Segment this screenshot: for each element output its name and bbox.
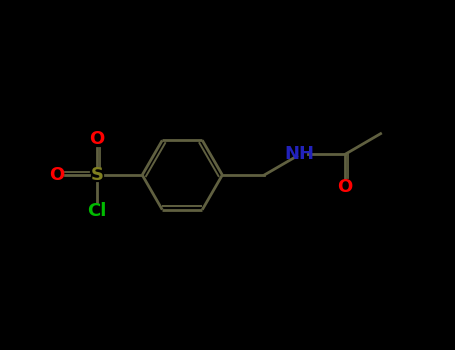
Text: O: O bbox=[89, 131, 105, 148]
Text: NH: NH bbox=[285, 145, 315, 163]
Text: Cl: Cl bbox=[87, 202, 106, 219]
Text: S: S bbox=[91, 166, 103, 184]
Text: O: O bbox=[338, 178, 353, 196]
Text: O: O bbox=[49, 166, 65, 184]
